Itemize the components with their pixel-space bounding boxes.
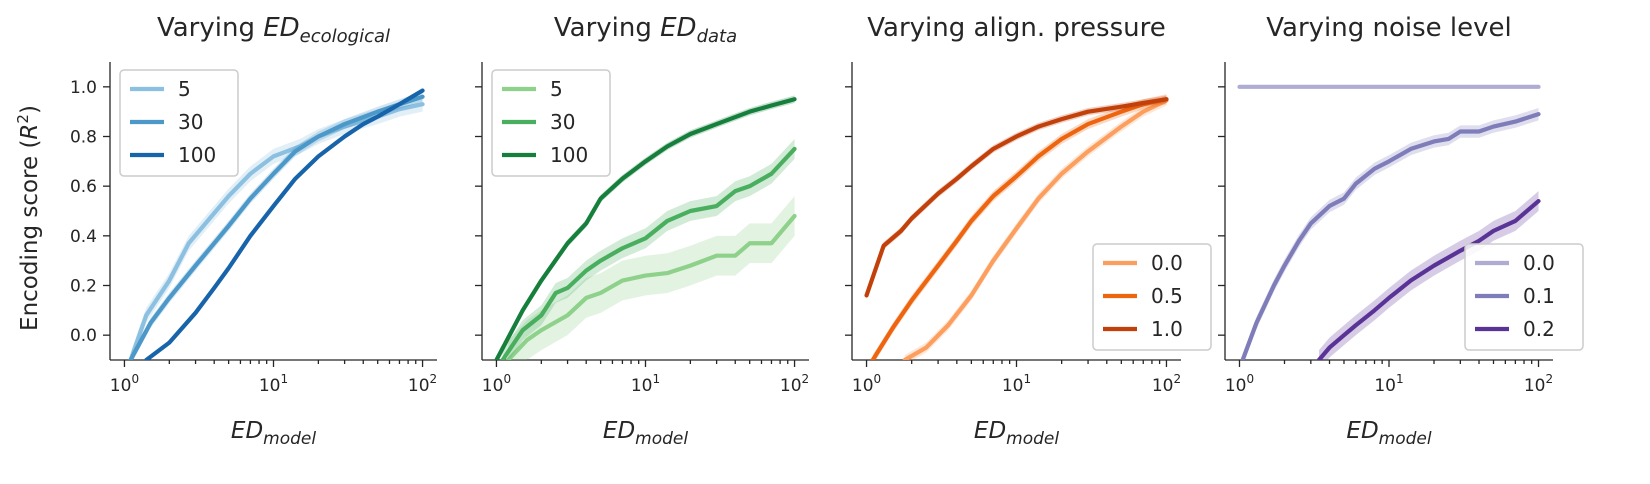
x-axis-label: EDmodel (1346, 418, 1431, 449)
legend: 5 30 100 (491, 69, 611, 177)
x-tick-label: 101 (631, 372, 660, 396)
series-line-100 (144, 88, 425, 360)
series-line-30 (128, 94, 425, 360)
plot-area (1237, 84, 1541, 360)
x-tick-label: 101 (1002, 372, 1031, 396)
legend-box (1464, 243, 1584, 351)
series-line-5 (506, 213, 797, 360)
panel-title: Varying align. pressure (867, 13, 1165, 43)
series-line-100 (494, 97, 797, 360)
legend-label: 0.5 (1151, 284, 1183, 308)
x-tick-label: 101 (1374, 372, 1403, 396)
series-band-5 (130, 96, 423, 360)
series-line-0.2 (1316, 198, 1541, 360)
x-tick-label: 100 (852, 372, 881, 396)
y-tick-label: 0.8 (70, 128, 97, 148)
x-tick-label: 100 (1225, 372, 1254, 396)
legend: 5 30 100 (119, 69, 239, 177)
panel-title: Varying EDecological (157, 13, 390, 47)
x-axis-label: EDmodel (231, 418, 316, 449)
series-band-0.2 (1318, 191, 1539, 360)
x-tick-label: 100 (110, 372, 139, 396)
y-tick-label: 0.2 (70, 277, 97, 297)
legend-label: 30 (550, 110, 575, 134)
series-band-30 (502, 138, 795, 360)
legend-label: 5 (550, 77, 563, 101)
y-tick-label: 0.4 (70, 227, 97, 247)
plot-area (128, 88, 425, 360)
panel-title: Varying noise level (1266, 13, 1512, 43)
legend-label: 1.0 (1151, 317, 1183, 341)
x-tick-label: 102 (780, 372, 809, 396)
series-line-0.0 (902, 98, 1169, 360)
y-tick-label: 1.0 (70, 78, 97, 98)
panel-title: Varying EDdata (554, 13, 737, 47)
y-axis-label: Encoding score (R2) (14, 105, 43, 331)
series-line-1.0 (864, 97, 1169, 298)
x-axis-label: EDmodel (603, 418, 688, 449)
legend-label: 0.1 (1523, 284, 1555, 308)
legend-label: 5 (178, 77, 191, 101)
legend-label: 30 (178, 110, 203, 134)
x-tick-label: 101 (259, 372, 288, 396)
x-tick-label: 102 (1524, 372, 1553, 396)
series-line-0.1 (1240, 112, 1541, 360)
legend-box (1092, 243, 1212, 351)
plot-area (864, 94, 1169, 360)
panel-2: Varying EDdata 100 101 102 EDmodel 5 30 100 (475, 13, 809, 449)
legend-box (119, 69, 239, 177)
panel-1: Varying EDecological 0.0 0.2 0.4 0.6 0.8 1.0 10… (70, 13, 437, 449)
legend-box (491, 69, 611, 177)
legend-label: 0.0 (1523, 251, 1555, 275)
legend-label: 100 (178, 143, 216, 167)
legend-label: 100 (550, 143, 588, 167)
legend: 0.0 0.1 0.2 (1464, 243, 1584, 351)
series-line-0.5 (870, 97, 1169, 360)
x-tick-label: 100 (482, 372, 511, 396)
panel-3: Varying align. pressure 100 101 102 EDmodel 0… (845, 13, 1212, 449)
x-tick-label: 102 (408, 372, 437, 396)
plot-area (494, 95, 797, 360)
series-line-30 (500, 146, 797, 360)
y-tick-label: 0.6 (70, 177, 97, 197)
legend: 0.0 0.5 1.0 (1092, 243, 1212, 351)
legend-label: 0.2 (1523, 317, 1555, 341)
series-band-5 (508, 196, 795, 360)
x-axis-label: EDmodel (974, 418, 1059, 449)
legend-label: 0.0 (1151, 251, 1183, 275)
x-tick-label: 102 (1152, 372, 1181, 396)
y-tick-label: 0.0 (70, 326, 97, 346)
